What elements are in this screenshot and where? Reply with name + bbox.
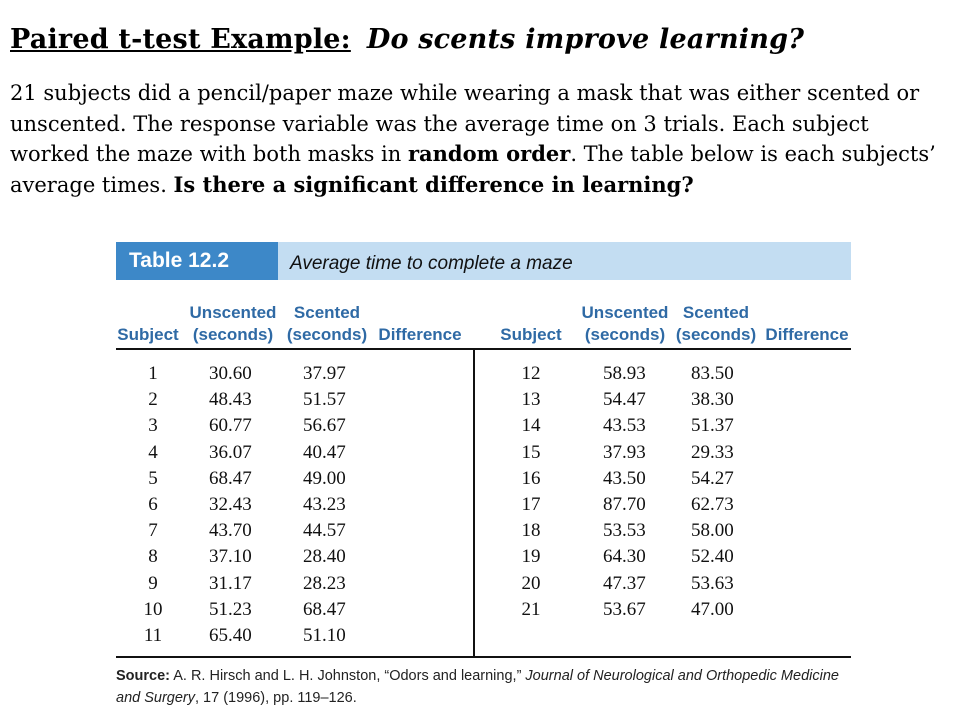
table-caption: Average time to complete a maze [290,253,573,274]
unscented-time: 53.67 [603,598,646,620]
unscented-time: 65.40 [209,625,252,646]
scented-time: 49.00 [303,467,346,489]
scented-time: 38.30 [691,389,734,411]
unscented-time: 58.93 [603,363,646,384]
subject-number: 4 [148,441,158,463]
unscented-time: 32.43 [209,494,252,515]
subject-number: 20 [521,572,541,594]
header-difference-right: Difference [765,325,849,344]
scented-time: 53.63 [691,572,734,594]
slide-title: Paired t-test Example: Do scents improve … [10,24,804,55]
unscented-time: 53.53 [603,520,646,542]
scented-time: 51.57 [303,389,346,411]
unscented-time: 43.53 [603,415,646,437]
subject-number: 2 [148,389,158,411]
unscented-time: 51.23 [209,598,252,620]
source-journal: Journal of Neurological and Orthopedic M… [116,668,839,706]
header-unscented-left-2: (seconds) [192,325,274,344]
subject-number: 13 [521,389,541,411]
subject-number: 1 [148,363,158,384]
subject-number: 6 [148,494,158,515]
table-number-badge: Table 12.2 [116,242,278,280]
scented-time: 47.00 [691,598,734,620]
subject-number: 8 [148,546,158,568]
header-scented-right-2: (seconds) [675,325,757,344]
scented-time: 37.97 [303,363,346,384]
scented-time: 56.67 [303,415,346,437]
title-question: Do scents improve learning? [366,24,805,55]
unscented-time: 31.17 [209,572,252,594]
unscented-time: 37.93 [603,441,646,463]
source-authors: A. R. Hirsch and L. H. Johnston, “Odors … [170,668,526,684]
scented-time: 83.50 [691,363,734,384]
header-scented-left-2: (seconds) [286,325,368,344]
header-rule [116,348,851,350]
column-divider [473,350,475,657]
title-label: Paired t-test Example: [10,24,351,55]
scented-time: 68.47 [303,598,346,620]
scented-time: 40.47 [303,441,346,463]
table-source: Source: A. R. Hirsch and L. H. Johnston,… [116,665,851,709]
unscented-time: 60.77 [209,415,252,437]
unscented-time: 54.47 [603,389,646,411]
header-scented-left-1: Scented [293,303,361,322]
subject-number: 9 [148,572,158,594]
unscented-time: 43.70 [209,520,252,542]
header-subject-left: Subject [117,325,179,344]
unscented-time: 48.43 [209,389,252,411]
unscented-time: 37.10 [209,546,252,568]
unscented-time: 36.07 [209,441,252,463]
unscented-time: 64.30 [603,546,646,568]
scented-time: 58.00 [691,520,734,542]
scented-time: 44.57 [303,520,346,542]
intro-bold-1: random order [407,141,571,166]
header-subject-right: Subject [500,325,562,344]
scented-time: 51.10 [303,625,346,646]
subject-number: 12 [521,363,541,384]
header-unscented-right-1: Unscented [581,303,669,322]
subject-number: 21 [521,598,541,620]
subject-number: 14 [521,415,541,437]
unscented-time: 47.37 [603,572,646,594]
source-label: Source: [116,668,170,684]
bottom-rule [116,656,851,658]
scented-time: 43.23 [303,494,346,515]
subject-number: 5 [148,467,158,489]
scented-time: 62.73 [691,494,734,515]
subject-number: 15 [521,441,541,463]
table-caption-bar: Table 12.2 Average time to complete a ma… [116,242,851,280]
scented-time: 51.37 [691,415,734,437]
subject-number: 11 [143,625,163,646]
subject-number: 3 [148,415,158,437]
header-scented-right-1: Scented [682,303,750,322]
subject-number: 18 [521,520,541,542]
scented-time: 28.23 [303,572,346,594]
scented-time: 54.27 [691,467,734,489]
header-unscented-right-2: (seconds) [584,325,666,344]
scented-time: 29.33 [691,441,734,463]
unscented-time: 30.60 [209,363,252,384]
scented-time: 28.40 [303,546,346,568]
intro-bold-2: Is there a significant difference in lea… [173,171,694,197]
subject-number: 16 [521,467,541,489]
scented-time: 52.40 [691,546,734,568]
unscented-time: 87.70 [603,494,646,515]
data-table: Table 12.2 Average time to complete a ma… [116,242,851,712]
header-unscented-left-1: Unscented [189,303,277,322]
intro-paragraph: 21 subjects did a pencil/paper maze whil… [10,78,940,200]
unscented-time: 43.50 [603,467,646,489]
header-difference-left: Difference [378,325,462,344]
unscented-time: 68.47 [209,467,252,489]
subject-number: 10 [143,598,163,620]
subject-number: 17 [521,494,541,515]
intro-text-1: 21 subjects did a pencil/paper maze whil… [10,81,920,166]
subject-number: 19 [521,546,541,568]
source-citation: , 17 (1996), pp. 119–126. [195,690,357,706]
subject-number: 7 [148,520,158,542]
intro-text-2: . The table below is each subjects’ aver… [10,142,936,197]
